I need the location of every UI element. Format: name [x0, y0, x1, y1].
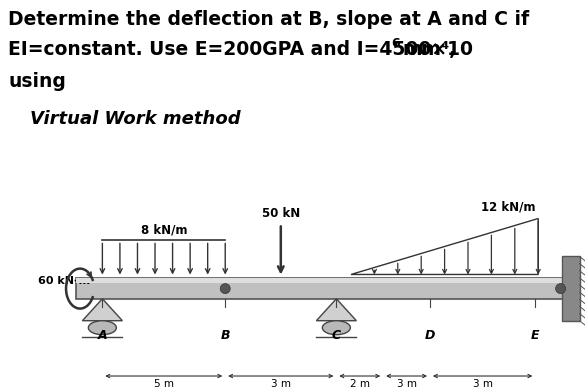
Text: mm⁴,: mm⁴,: [403, 40, 457, 59]
Text: Determine the deflection at B, slope at A and C if: Determine the deflection at B, slope at …: [8, 10, 529, 29]
Circle shape: [220, 284, 230, 294]
Text: A: A: [98, 329, 107, 342]
Text: E: E: [531, 329, 539, 342]
Text: Virtual Work method: Virtual Work method: [30, 110, 240, 128]
Text: 3 m: 3 m: [271, 379, 291, 389]
Text: 8 kN/m: 8 kN/m: [140, 223, 187, 236]
Text: 50 kN: 50 kN: [261, 207, 300, 220]
Text: C: C: [332, 329, 341, 342]
Text: 12 kN/m: 12 kN/m: [481, 200, 535, 213]
Text: 3 m: 3 m: [397, 379, 417, 389]
Circle shape: [556, 284, 566, 294]
Text: B: B: [221, 329, 230, 342]
Text: D: D: [425, 329, 435, 342]
Ellipse shape: [88, 321, 116, 335]
Text: 3 m: 3 m: [473, 379, 493, 389]
Bar: [76, 278, 570, 284]
Text: using: using: [8, 72, 66, 91]
Text: 60 kN-m: 60 kN-m: [38, 276, 90, 285]
Polygon shape: [316, 299, 356, 321]
Text: 6: 6: [391, 37, 400, 50]
Text: 2 m: 2 m: [350, 379, 370, 389]
Ellipse shape: [322, 321, 350, 335]
Bar: [76, 278, 570, 299]
Bar: [562, 257, 580, 321]
Text: 5 m: 5 m: [154, 379, 174, 389]
Text: EI=constant. Use E=200GPA and I=4500×10: EI=constant. Use E=200GPA and I=4500×10: [8, 40, 473, 59]
Polygon shape: [82, 299, 122, 321]
